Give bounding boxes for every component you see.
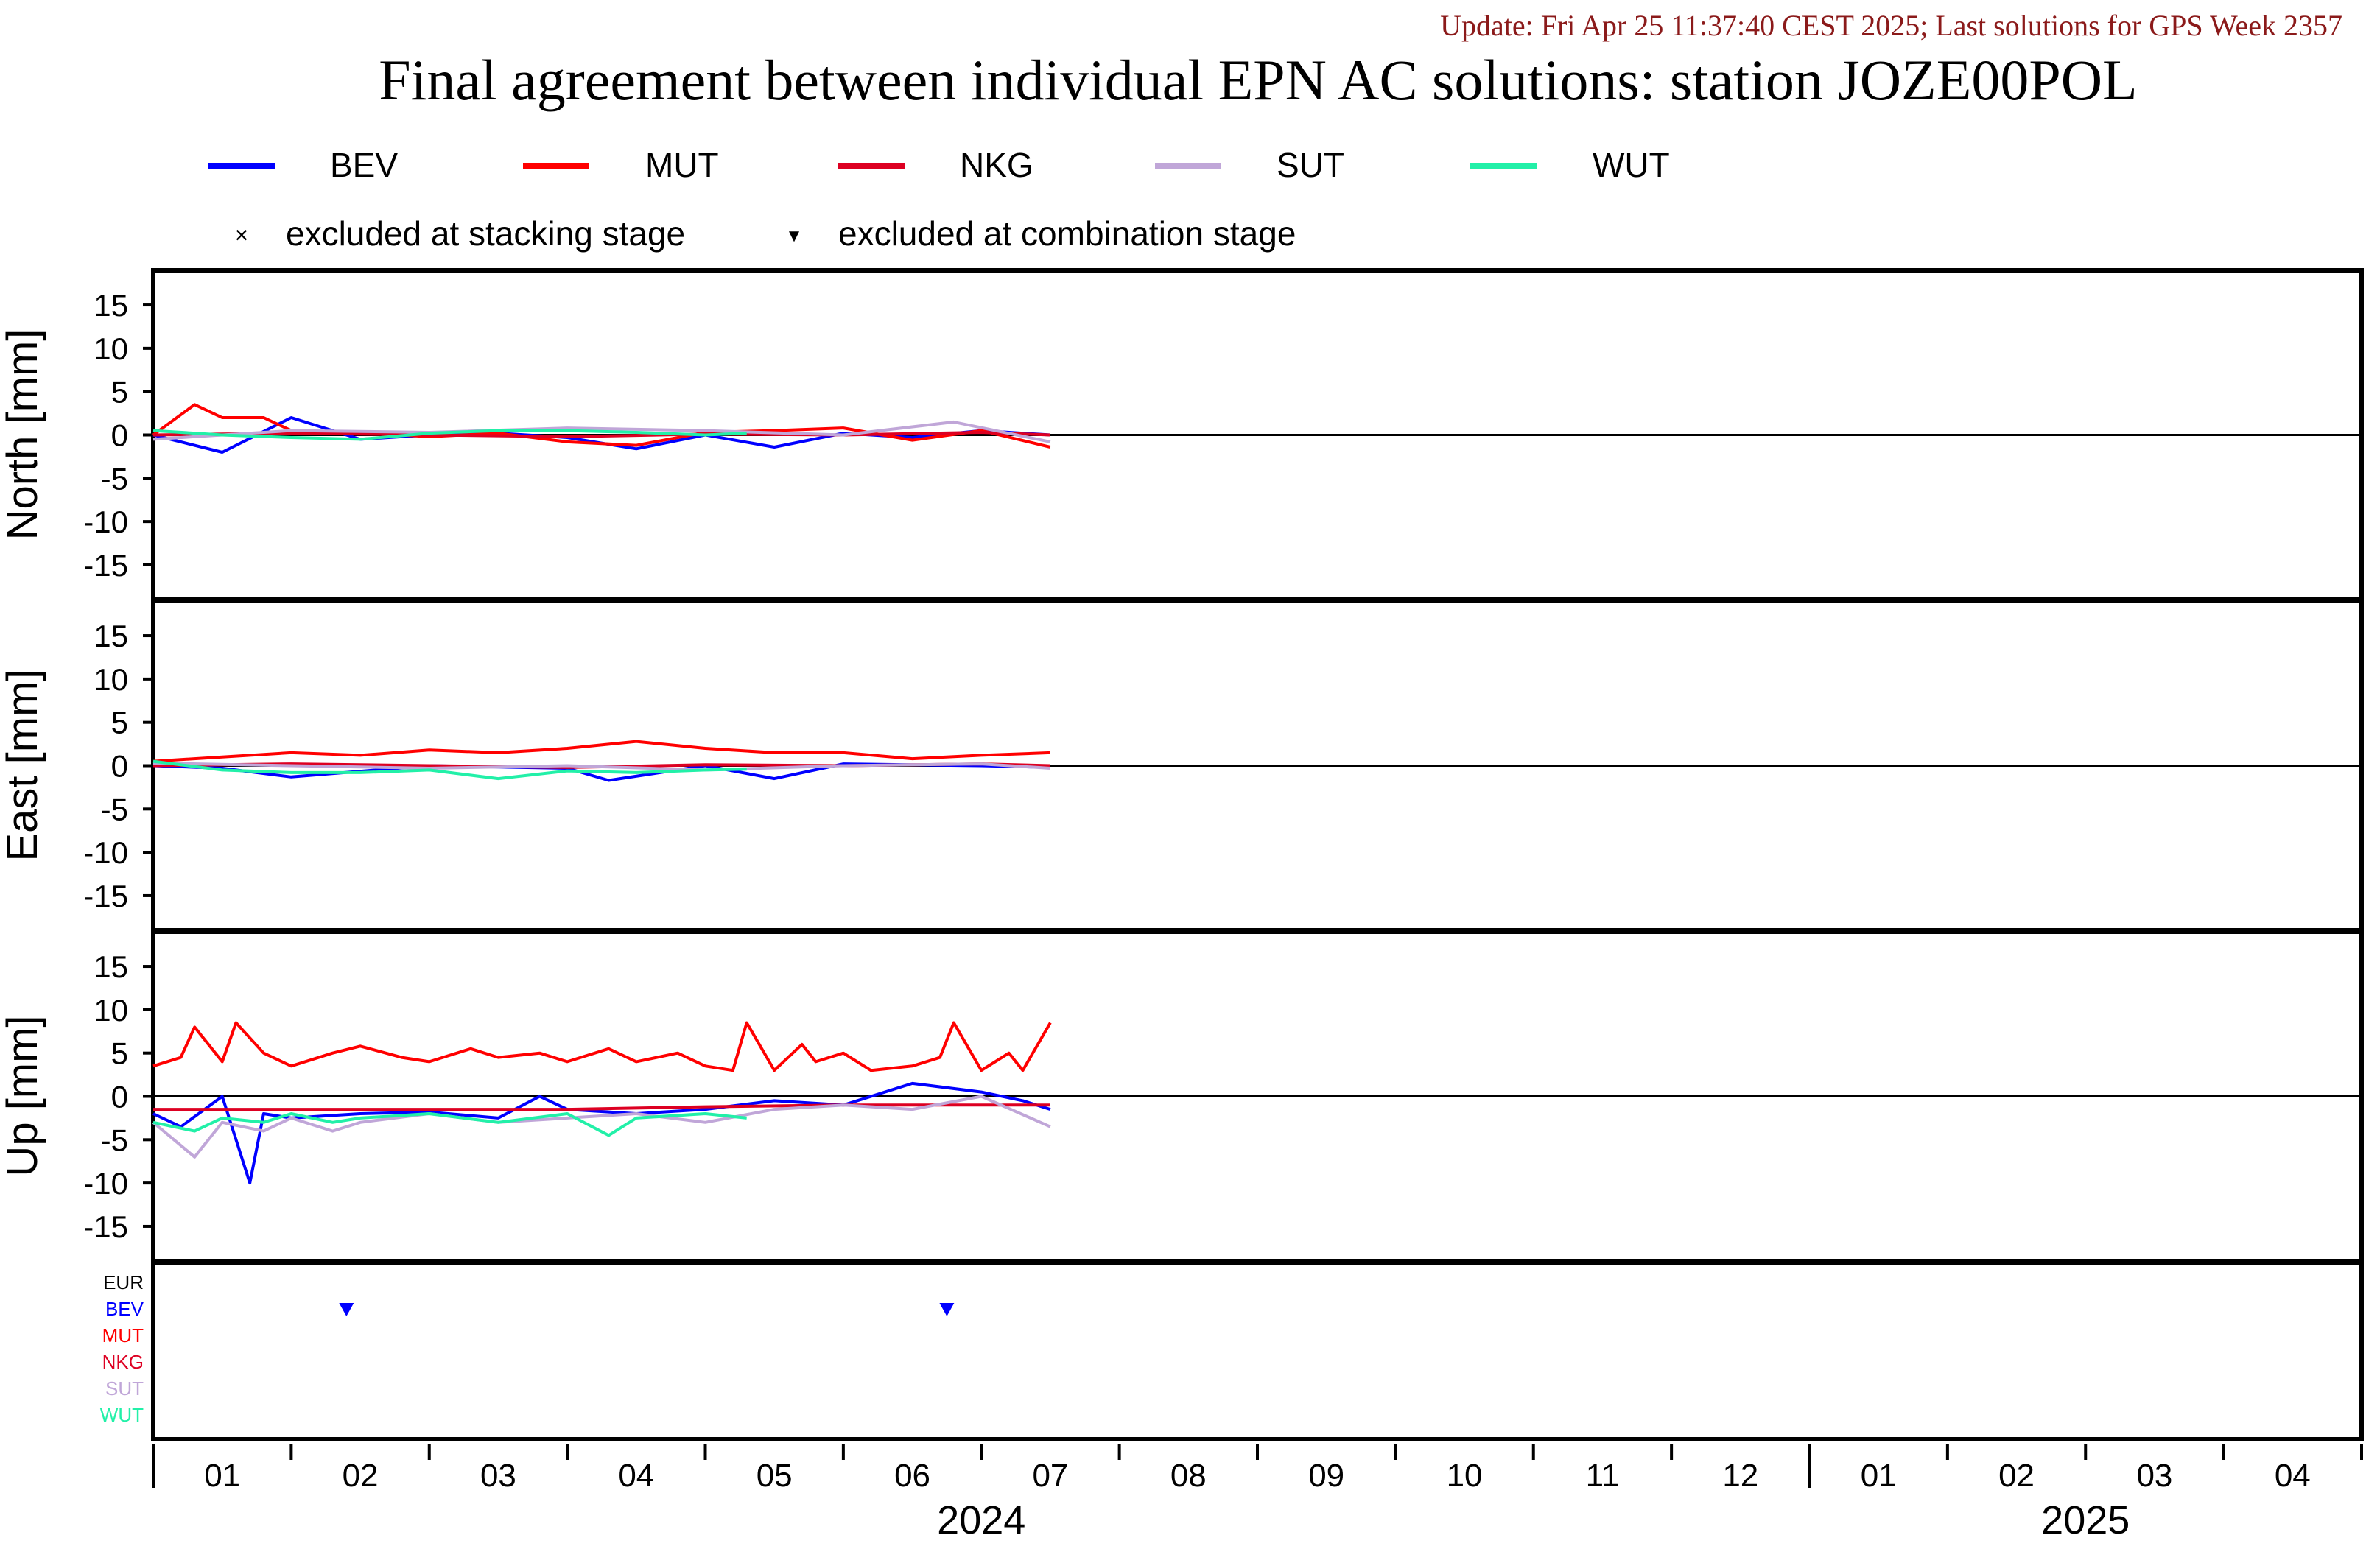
month-label: 11 xyxy=(1586,1458,1620,1494)
y-tick-label: 10 xyxy=(94,331,128,366)
legend-label-wut: WUT xyxy=(1593,146,1670,184)
y-tick-label: -15 xyxy=(83,1209,128,1244)
series-line-wut xyxy=(152,1112,747,1137)
month-label: 06 xyxy=(894,1458,930,1494)
series-line-mut xyxy=(152,740,1050,763)
y-tick-label: 0 xyxy=(111,749,128,784)
exclusion-markers xyxy=(339,1303,955,1316)
update-line: Update: Fri Apr 25 11:37:40 CEST 2025; L… xyxy=(1440,9,2342,42)
month-label: 09 xyxy=(1308,1458,1344,1494)
chart-title: Final agreement between individual EPN A… xyxy=(379,48,2137,112)
month-label: 04 xyxy=(618,1458,654,1494)
series-lines xyxy=(152,403,1052,1185)
month-label: 07 xyxy=(1032,1458,1068,1494)
stacking-marker-symbol: × xyxy=(235,222,249,248)
month-label: 01 xyxy=(1861,1458,1897,1494)
series-line-nkg xyxy=(152,431,1050,438)
exclusion-row-bev: BEV xyxy=(105,1298,144,1320)
legend-label-mut: MUT xyxy=(645,146,719,184)
y-tick-label: 15 xyxy=(94,288,128,323)
series-line-sut xyxy=(152,762,1051,772)
exclusion-row-labels: EUR BEV MUT NKG SUT WUT xyxy=(100,1271,144,1426)
combination-marker-symbol: ▼ xyxy=(785,226,803,246)
y-tick-label: -10 xyxy=(83,505,128,539)
y-tick-label: 15 xyxy=(94,619,128,653)
exclusion-row-wut: WUT xyxy=(100,1404,144,1426)
series-line-wut xyxy=(152,759,747,781)
exclusion-panel-frame xyxy=(151,1260,2364,1441)
up-ylabel: Up [mm] xyxy=(0,1015,46,1176)
y-tick-label: -15 xyxy=(83,548,128,583)
y-tick-label: 10 xyxy=(94,993,128,1028)
combination-exclusion-marker xyxy=(339,1303,354,1316)
series-line-nkg xyxy=(153,1103,1050,1111)
north-ylabel: North [mm] xyxy=(0,329,46,541)
month-label: 01 xyxy=(204,1458,240,1494)
year-label: 2024 xyxy=(937,1498,1025,1542)
month-label: 08 xyxy=(1170,1458,1207,1494)
month-label: 12 xyxy=(1722,1458,1758,1494)
legend: BEV MUT NKG SUT WUT xyxy=(208,146,1670,184)
y-tick-label: 5 xyxy=(111,1036,128,1071)
year-label: 2025 xyxy=(2041,1498,2130,1542)
month-label: 03 xyxy=(2136,1458,2172,1494)
x-axis: 01 02 03 04 05 06 07 08 09 10 11 12 01 02 03 04 2024 2025 xyxy=(152,1444,2363,1542)
series-line-wut xyxy=(152,429,747,441)
combination-exclusion-marker xyxy=(939,1303,955,1316)
marker-legend: × excluded at stacking stage ▼ excluded … xyxy=(235,214,1296,253)
month-label: 02 xyxy=(343,1458,379,1494)
legend-label-nkg: NKG xyxy=(960,146,1033,184)
east-ylabel: East [mm] xyxy=(0,669,46,861)
y-tick-label: -15 xyxy=(83,879,128,913)
y-tick-label: -5 xyxy=(101,461,128,496)
exclusion-row-sut: SUT xyxy=(105,1377,144,1399)
legend-label-sut: SUT xyxy=(1277,146,1344,184)
y-tick-label: 5 xyxy=(111,706,128,740)
month-label: 10 xyxy=(1447,1458,1483,1494)
exclusion-row-eur: EUR xyxy=(103,1271,144,1293)
series-line-mut xyxy=(152,1021,1052,1072)
y-ticks: 15 10 5 0 -5 -10 -15 15 10 5 0 -5 -10 -15 15 10 5 0 -5 -10 -… xyxy=(83,288,153,1244)
stacking-marker-label: excluded at stacking stage xyxy=(286,214,685,253)
month-label: 04 xyxy=(2275,1458,2311,1494)
y-tick-label: 10 xyxy=(94,662,128,697)
legend-label-bev: BEV xyxy=(330,146,398,184)
series-line-bev xyxy=(152,1081,1051,1185)
y-tick-label: 15 xyxy=(94,949,128,984)
y-tick-label: -5 xyxy=(101,792,128,826)
series-line-sut xyxy=(152,420,1051,443)
month-label: 02 xyxy=(1998,1458,2035,1494)
month-label: 03 xyxy=(480,1458,516,1494)
y-tick-label: 0 xyxy=(111,1080,128,1114)
exclusion-row-mut: MUT xyxy=(102,1324,144,1346)
exclusion-row-nkg: NKG xyxy=(102,1351,144,1373)
y-tick-label: 0 xyxy=(111,418,128,453)
y-tick-label: -10 xyxy=(83,835,128,870)
y-tick-label: -10 xyxy=(83,1166,128,1201)
y-tick-label: 5 xyxy=(111,375,128,410)
y-tick-label: -5 xyxy=(101,1123,128,1157)
combination-marker-label: excluded at combination stage xyxy=(838,214,1296,253)
month-label: 05 xyxy=(757,1458,793,1494)
